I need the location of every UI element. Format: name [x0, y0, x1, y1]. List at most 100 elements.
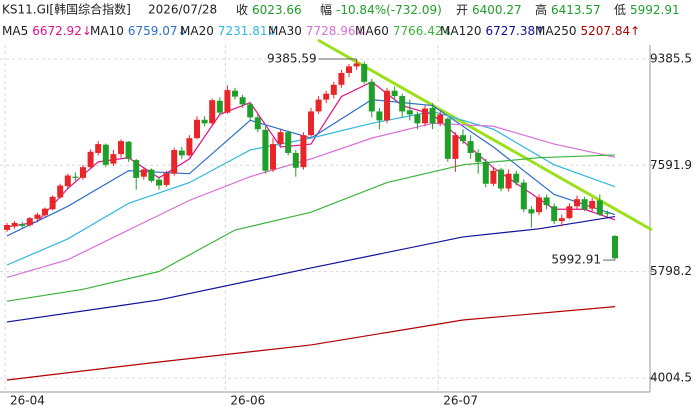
candle-body: [4, 224, 10, 230]
field-label: 收: [236, 3, 248, 17]
ma-line: [6, 110, 616, 266]
candle-body: [232, 90, 238, 97]
candle-body: [353, 63, 360, 67]
candle-body: [80, 167, 86, 178]
candle-body: [460, 135, 466, 142]
candle-body: [528, 209, 535, 214]
annotation: 9385.59: [267, 51, 317, 65]
candle-body: [11, 222, 18, 227]
candle-body: [566, 206, 573, 219]
candle-body: [574, 199, 580, 207]
candle-body: [376, 111, 383, 121]
candle-body: [125, 141, 132, 159]
candle-body: [399, 96, 406, 112]
annotation: 5992.91: [551, 253, 601, 267]
candle-body: [277, 132, 284, 145]
ma-line: [6, 154, 616, 302]
y-tick-label: 4004.5: [650, 370, 692, 384]
symbol: KS11.GI[韩国综合指数]: [2, 2, 131, 17]
candle-body: [308, 111, 314, 136]
candle-body: [513, 173, 520, 183]
candle-body: [505, 173, 512, 189]
candle-body: [239, 97, 246, 105]
candle-body: [300, 135, 307, 168]
candle-body: [64, 175, 71, 187]
legend-entry: MA250 5207.84↑: [535, 24, 640, 38]
legend-value: 5207.84↑: [580, 24, 640, 38]
candle-body: [26, 218, 33, 226]
field-label: 高: [535, 2, 547, 17]
candle-body: [589, 200, 596, 209]
candle-body: [391, 90, 398, 97]
candle-body: [72, 176, 79, 178]
candle-body: [467, 141, 474, 153]
field-label: 低: [614, 3, 626, 17]
ma-line: [6, 215, 616, 323]
candle-body: [444, 118, 451, 159]
candle-body: [368, 81, 375, 112]
candle-body: [194, 119, 200, 139]
candle-body: [102, 144, 109, 165]
candle-body: [543, 197, 550, 206]
legend-value: 7231.81↓: [218, 24, 278, 38]
candle-body: [596, 200, 603, 215]
candle-body: [482, 161, 489, 184]
candle-body: [34, 214, 41, 219]
x-tick-label: 26-07: [443, 394, 478, 408]
candle-body: [262, 129, 269, 171]
candle-body: [475, 152, 482, 162]
candle-body: [19, 224, 26, 226]
candle-body: [429, 107, 436, 124]
candle-body: [201, 119, 208, 124]
header-field: 收 6023.66: [236, 3, 302, 17]
x-tick-label: 26-04: [10, 394, 45, 408]
legend-name: MA5: [2, 24, 28, 38]
field-label: 开: [456, 3, 468, 17]
candle-body: [118, 141, 124, 155]
candle-body: [604, 212, 611, 214]
candle-body: [551, 206, 558, 222]
candle-body: [42, 208, 48, 216]
field-value: 6413.57: [551, 3, 601, 17]
candle-body: [171, 149, 178, 174]
field-value: 5992.91: [630, 3, 680, 17]
legend-name: MA20: [180, 24, 214, 38]
candle-body: [422, 108, 428, 124]
candle-body: [330, 84, 337, 95]
legend-value: 6759.07↓: [128, 24, 188, 38]
header-field: 开 6400.27: [456, 3, 522, 17]
legend-entry: MA30 7728.96↓: [268, 24, 366, 38]
legend-name: MA250: [535, 24, 576, 38]
legend-name: MA60: [355, 24, 389, 38]
legend-name: MA120: [440, 24, 481, 38]
field-value: 6400.27: [472, 3, 522, 17]
legend-value: 6727.38↑: [485, 24, 545, 38]
candle-body: [437, 114, 444, 124]
legend-value: 7728.96↓: [306, 24, 366, 38]
legend-value: 6672.92↓: [32, 24, 92, 38]
y-tick-label: 9385.5: [650, 51, 692, 65]
candle-body: [558, 218, 565, 222]
candle-body: [520, 182, 527, 210]
field-label: 幅: [320, 2, 332, 17]
candle-body: [384, 90, 390, 121]
candle-body: [323, 93, 330, 100]
ma-line: [6, 306, 616, 381]
candle-body: [452, 135, 459, 159]
legend-value: 7766.42↓: [393, 24, 453, 38]
candle-body: [216, 100, 223, 113]
date: 2026/07/28: [148, 3, 217, 17]
candle-body: [414, 114, 421, 124]
legend-name: MA10: [90, 24, 124, 38]
candle-body: [178, 150, 185, 156]
legend-entry: MA20 7231.81↓: [180, 24, 278, 38]
candle-body: [612, 235, 618, 259]
legend-entry: MA120 6727.38↑: [440, 24, 545, 38]
candle-body: [254, 117, 261, 130]
trend-line: [317, 38, 653, 232]
candle-body: [133, 160, 140, 178]
candle-body: [581, 199, 588, 210]
y-tick-label: 5798.2: [650, 264, 692, 278]
x-tick-label: 26-06: [230, 394, 265, 408]
candle-body: [270, 144, 276, 170]
